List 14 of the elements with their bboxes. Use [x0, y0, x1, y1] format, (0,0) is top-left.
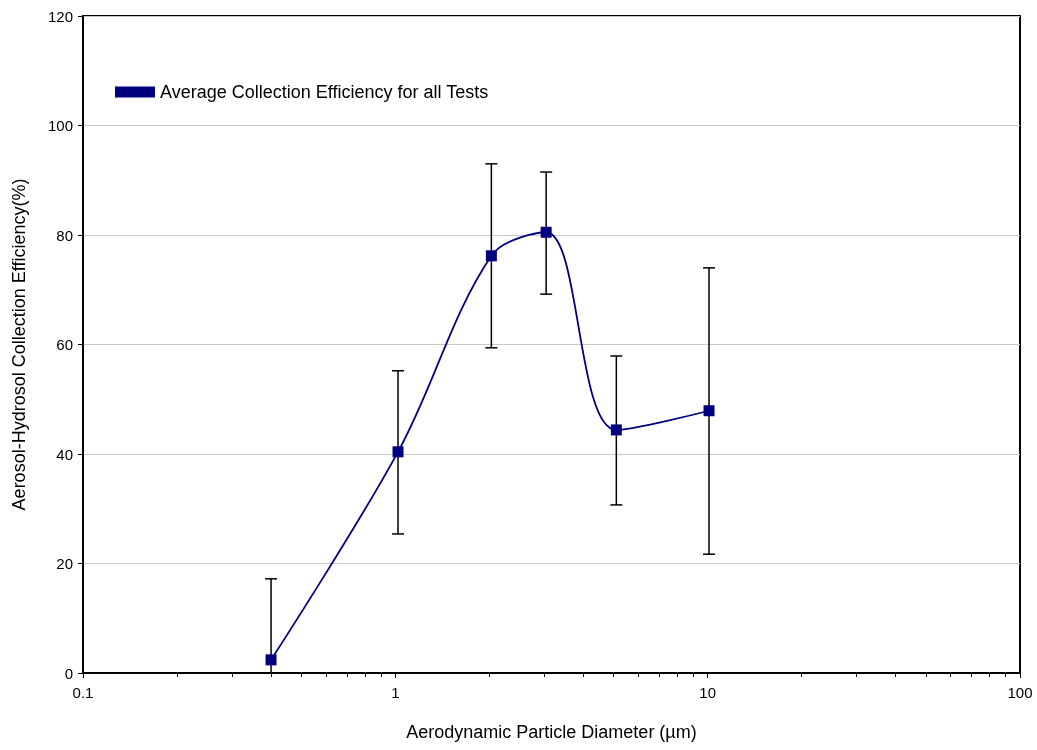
y-axis-title: Aerosol-Hydrosol Collection Efficiency(%): [9, 178, 29, 511]
x-axis-title: Aerodynamic Particle Diameter (µm): [406, 722, 697, 742]
x-tick-label: 10: [699, 684, 717, 701]
legend-label: Average Collection Efficiency for all Tests: [160, 82, 489, 102]
y-tick-label: 0: [64, 664, 73, 682]
x-tick-label: 1: [391, 684, 400, 701]
y-tick-label: 120: [47, 7, 73, 25]
x-tick-label: 0.1: [72, 684, 94, 701]
y-tick-label: 40: [56, 445, 73, 463]
y-tick-label: 20: [56, 555, 73, 572]
y-tick-label: 80: [56, 226, 73, 244]
y-tick-label: 100: [47, 117, 73, 134]
y-tick-label: 60: [56, 336, 73, 353]
x-tick-label: 100: [1007, 684, 1033, 701]
